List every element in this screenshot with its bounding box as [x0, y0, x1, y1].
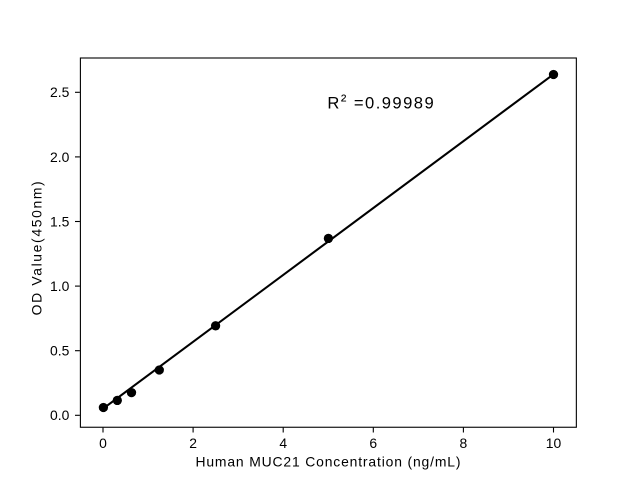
- svg-text:2.5: 2.5: [50, 84, 70, 100]
- svg-text:10: 10: [546, 435, 562, 451]
- svg-text:1.5: 1.5: [50, 213, 70, 229]
- svg-text:2.0: 2.0: [50, 149, 70, 165]
- svg-text:0.0: 0.0: [50, 407, 70, 423]
- svg-text:R² =0.99989: R² =0.99989: [327, 91, 435, 112]
- svg-text:4: 4: [279, 435, 287, 451]
- svg-text:0: 0: [99, 435, 107, 451]
- svg-text:6: 6: [369, 435, 377, 451]
- svg-text:1.0: 1.0: [50, 278, 70, 294]
- svg-text:8: 8: [460, 435, 468, 451]
- svg-text:Human MUC21 Concentration (ng/: Human MUC21 Concentration (ng/mL): [195, 454, 461, 470]
- svg-text:2: 2: [189, 435, 197, 451]
- svg-text:0.5: 0.5: [50, 343, 70, 359]
- svg-text:OD Value(450nm): OD Value(450nm): [29, 180, 45, 316]
